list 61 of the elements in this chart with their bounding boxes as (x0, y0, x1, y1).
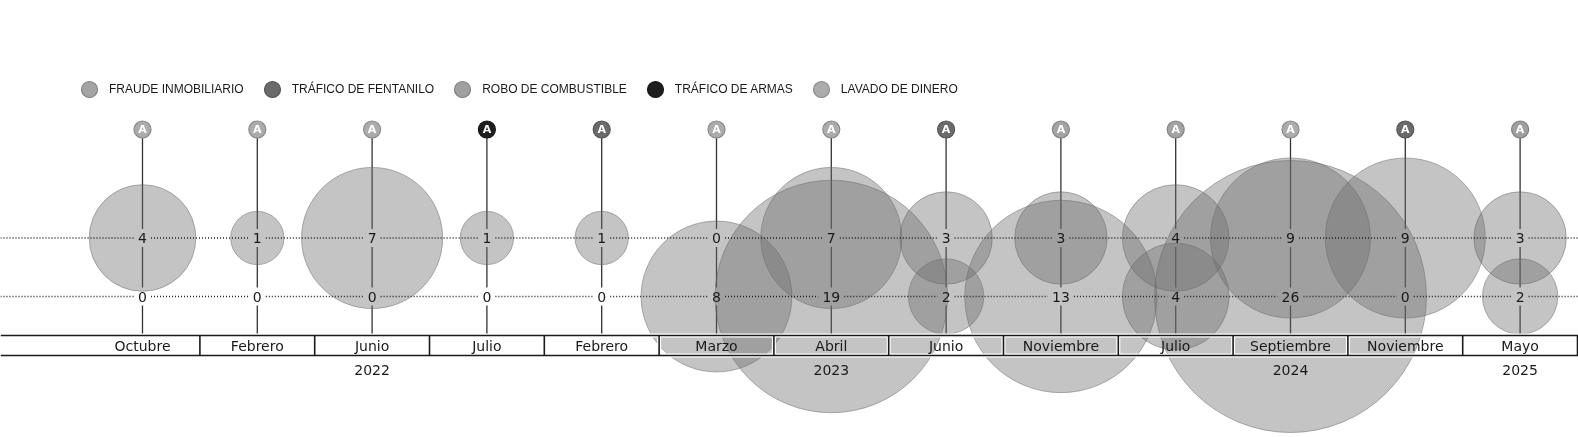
data-label: 3 (941, 230, 951, 246)
data-label: 0 (482, 288, 492, 305)
text: 2022 (354, 361, 390, 378)
legend-label: FRAUDE INMOBILIARIO (109, 82, 244, 96)
data-label: 19 (822, 288, 841, 305)
category-label: Junio (927, 337, 964, 354)
data-label: 0 (1400, 288, 1410, 305)
category-label: Febrero (230, 337, 284, 354)
category-label: Octubre (114, 337, 171, 354)
data-label: 4 (1171, 288, 1181, 305)
legend-label: TRÁFICO DE FENTANILO (291, 82, 435, 96)
text: 2025 (1502, 361, 1538, 378)
data-label: A (941, 123, 951, 136)
data-label: 1 (597, 230, 607, 246)
category-label: Junio (353, 337, 390, 354)
data-label: 4 (138, 230, 148, 246)
data-label: A (712, 123, 722, 136)
category-label: Noviembre (1367, 337, 1444, 354)
category-label: Febrero (575, 337, 629, 354)
category-label: Mayo (1501, 337, 1539, 354)
legend-label: LAVADO DE DINERO (840, 82, 958, 96)
category-label: Marzo (695, 337, 738, 354)
data-label: A (827, 123, 837, 136)
data-label: A (1171, 123, 1181, 136)
data-label: A (1056, 123, 1066, 136)
data-label: A (367, 123, 377, 136)
data-label: 0 (712, 230, 721, 246)
data-label: 7 (367, 230, 377, 246)
data-label: 0 (597, 288, 607, 305)
data-label: 26 (1281, 288, 1300, 305)
text: 2023 (813, 361, 850, 378)
category-label: Noviembre (1022, 337, 1100, 354)
data-label: 3 (1056, 230, 1066, 246)
legend-label: TRÁFICO DE ARMAS (674, 82, 793, 96)
data-label: 8 (712, 288, 721, 305)
category-label: Julio (1160, 337, 1191, 354)
data-label: 9 (1400, 230, 1410, 246)
data-label: 13 (1051, 288, 1070, 305)
category-label: Abril (815, 337, 848, 354)
data-label: 9 (1286, 230, 1295, 246)
data-label: A (138, 123, 148, 136)
data-label: 2 (1515, 288, 1525, 305)
data-label: 1 (252, 230, 262, 246)
category-label: Septiembre (1250, 337, 1331, 354)
text: 2024 (1272, 361, 1309, 378)
data-label: A (597, 123, 607, 136)
data-label: 3 (1515, 230, 1525, 246)
data-label: A (1286, 123, 1296, 136)
data-label: A (1515, 123, 1525, 136)
data-label: 4 (1171, 230, 1181, 246)
data-label: A (253, 123, 263, 136)
data-label: 0 (252, 288, 262, 305)
legend-label: ROBO DE COMBUSTIBLE (482, 82, 627, 96)
category-label: Julio (471, 337, 502, 354)
data-label: 7 (826, 230, 836, 246)
data-label: A (1401, 123, 1411, 136)
data-label: 2 (941, 288, 951, 305)
data-label: A (482, 123, 492, 136)
data-label: 1 (482, 230, 492, 246)
data-label: 0 (138, 288, 147, 305)
data-label: 0 (367, 288, 377, 305)
